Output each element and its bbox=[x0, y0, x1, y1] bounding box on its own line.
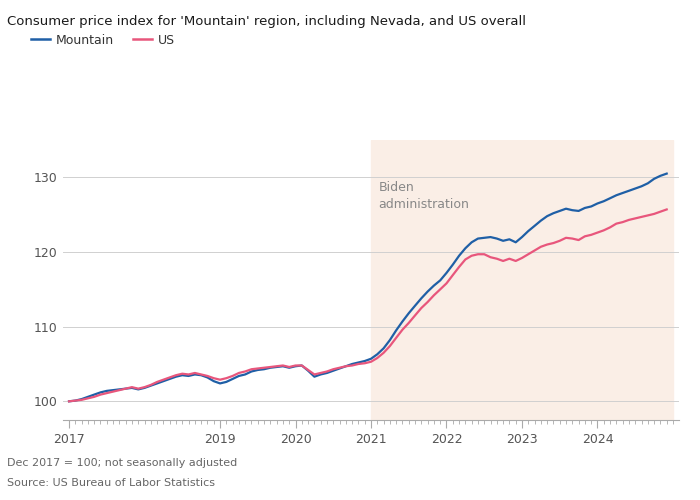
Text: Dec 2017 = 100; not seasonally adjusted: Dec 2017 = 100; not seasonally adjusted bbox=[7, 458, 237, 468]
Bar bbox=[371, 140, 673, 420]
Legend: Mountain, US: Mountain, US bbox=[26, 28, 180, 52]
Text: Biden
administration: Biden administration bbox=[379, 181, 470, 211]
Text: Source: US Bureau of Labor Statistics: Source: US Bureau of Labor Statistics bbox=[7, 478, 215, 488]
Text: Consumer price index for 'Mountain' region, including Nevada, and US overall: Consumer price index for 'Mountain' regi… bbox=[7, 15, 526, 28]
